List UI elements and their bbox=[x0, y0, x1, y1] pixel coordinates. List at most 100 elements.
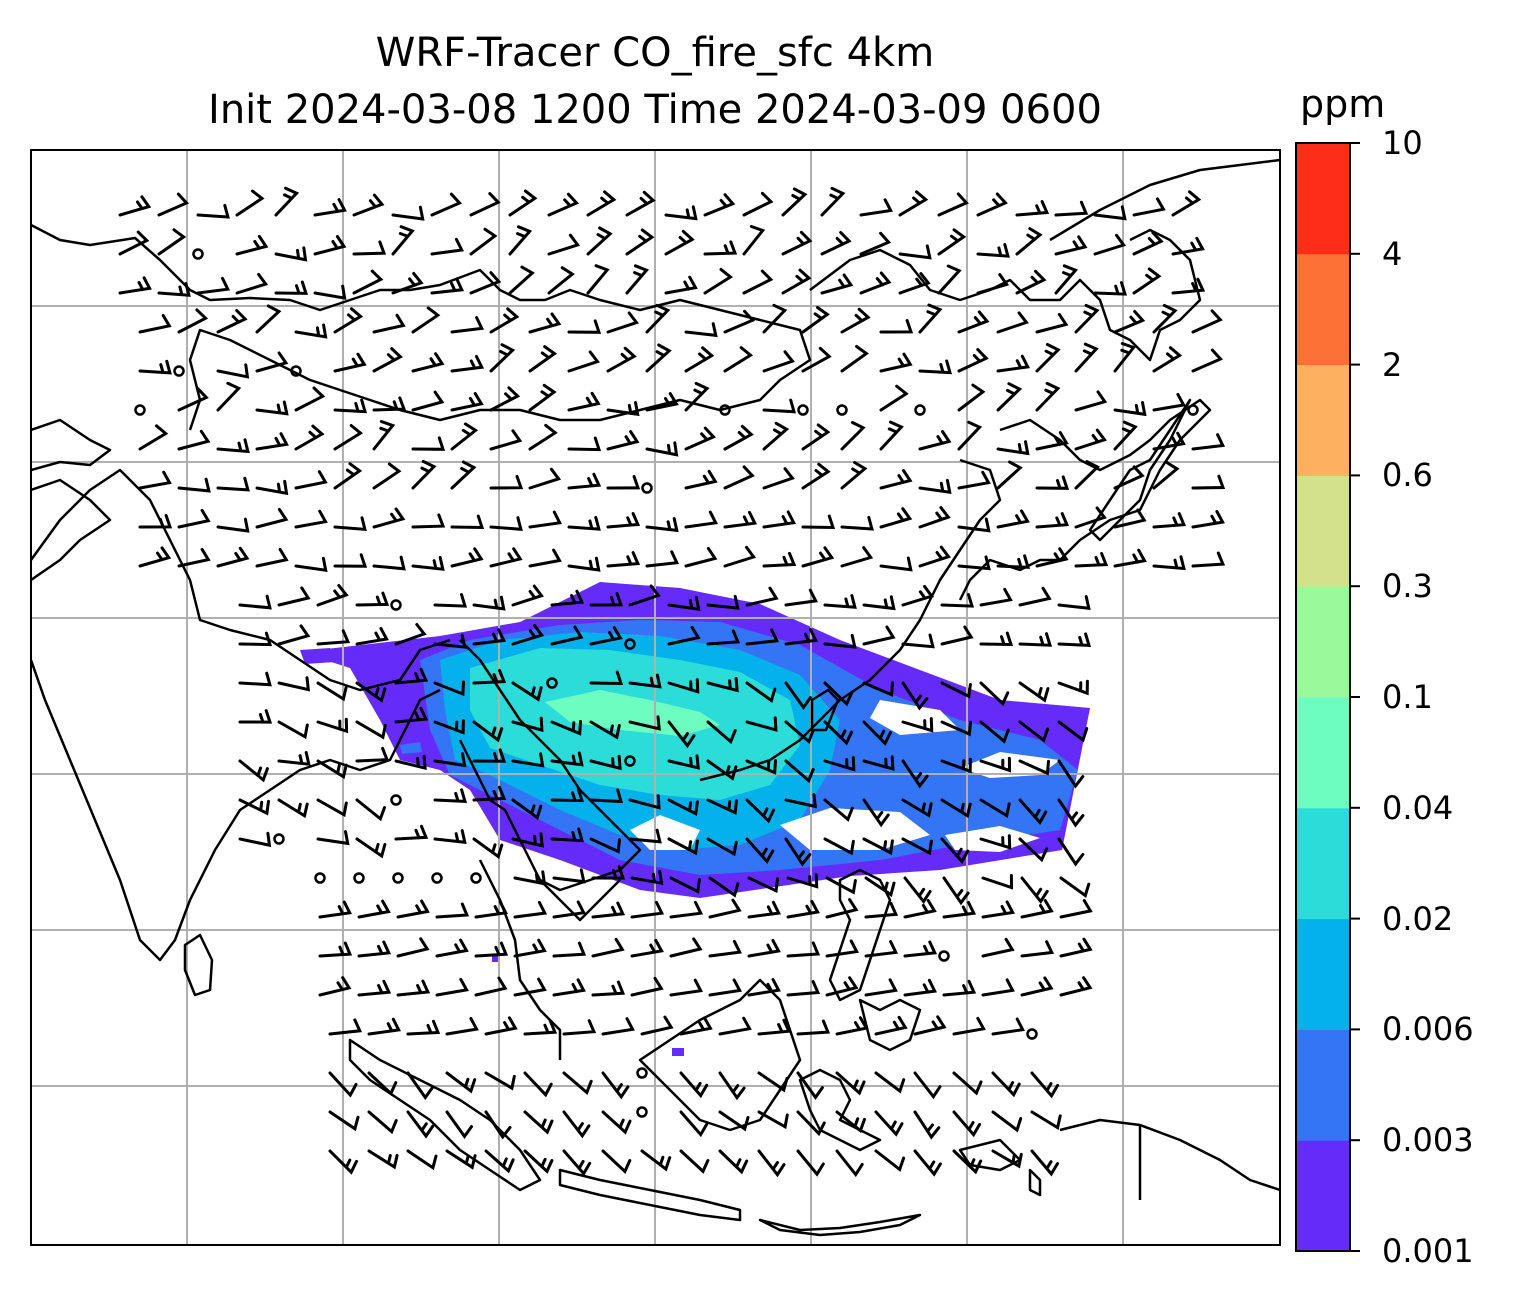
calm-marker bbox=[624, 638, 636, 650]
wind-barb bbox=[1054, 264, 1079, 295]
wind-barb bbox=[552, 978, 586, 997]
colorbar-tick-label: 0.3 bbox=[1382, 567, 1433, 606]
calm-marker bbox=[314, 872, 326, 884]
borneo bbox=[638, 978, 802, 1132]
wind-barb bbox=[177, 429, 211, 451]
wind-barb bbox=[1057, 798, 1085, 828]
wind-barb bbox=[1152, 303, 1178, 334]
wind-barb bbox=[979, 587, 1013, 607]
wind-barb bbox=[394, 667, 429, 685]
wind-barb bbox=[562, 1019, 597, 1036]
wind-barb bbox=[1074, 460, 1101, 490]
wind-barb bbox=[1191, 348, 1224, 373]
wind-barb bbox=[708, 876, 740, 898]
wind-barb bbox=[706, 759, 738, 781]
wind-barb bbox=[508, 189, 538, 217]
wind-barb bbox=[316, 717, 349, 734]
wind-barb bbox=[862, 798, 890, 828]
wind-barb bbox=[723, 424, 754, 451]
wind-barb bbox=[1018, 837, 1049, 863]
wind-barb bbox=[862, 720, 892, 746]
wind-barb bbox=[433, 788, 468, 803]
calm-marker bbox=[641, 482, 653, 494]
wind-barb bbox=[433, 680, 465, 697]
wind-barb bbox=[957, 470, 991, 490]
wind-barb bbox=[835, 1149, 864, 1178]
wind-barb bbox=[840, 515, 874, 531]
wind-barb bbox=[1191, 510, 1225, 529]
wind-barb bbox=[703, 240, 738, 256]
wind-barb bbox=[801, 346, 832, 373]
wind-barb bbox=[1057, 759, 1085, 789]
wind-barb bbox=[1035, 312, 1069, 334]
wind-barbs bbox=[118, 186, 1226, 1178]
wind-barb bbox=[433, 829, 467, 845]
wind-barb bbox=[1191, 309, 1223, 334]
wind-barb bbox=[976, 273, 1010, 295]
wind-barb bbox=[606, 512, 641, 529]
wind-barb bbox=[294, 323, 328, 339]
wind-barb bbox=[879, 420, 904, 451]
wind-barb bbox=[450, 547, 484, 568]
wind-barb bbox=[1059, 976, 1093, 997]
wind-barb bbox=[823, 594, 857, 609]
wind-barb bbox=[879, 556, 913, 572]
wind-barb bbox=[391, 225, 415, 256]
wind-barb bbox=[177, 387, 209, 412]
wind-barb bbox=[411, 556, 445, 571]
colorbar-tick-label: 0.04 bbox=[1382, 788, 1454, 827]
wind-barb bbox=[718, 1071, 746, 1101]
wind-barb bbox=[567, 436, 602, 452]
wind-barb bbox=[942, 979, 977, 997]
calm-marker bbox=[938, 950, 950, 962]
wind-barb bbox=[586, 190, 617, 217]
wind-barb bbox=[630, 976, 664, 997]
wind-barb bbox=[1093, 233, 1127, 256]
wind-barb bbox=[433, 593, 468, 608]
wind-barb bbox=[823, 756, 856, 772]
wind-barb bbox=[469, 227, 498, 256]
calm-marker bbox=[914, 404, 926, 416]
wind-barb bbox=[118, 276, 152, 295]
wind-barb bbox=[528, 423, 558, 451]
wind-barb bbox=[762, 551, 797, 568]
wind-barb bbox=[703, 267, 733, 295]
wind-barb bbox=[550, 720, 582, 736]
wind-barb bbox=[879, 469, 913, 490]
wind-barb bbox=[1152, 346, 1183, 373]
wind-barb bbox=[645, 303, 671, 334]
colorbar-tick-label: 4 bbox=[1382, 234, 1403, 273]
wind-barb bbox=[979, 681, 1010, 707]
calm-marker bbox=[392, 872, 404, 884]
chart-subtitle: Init 2024-03-08 1200 Time 2024-03-09 060… bbox=[208, 87, 1102, 133]
colorbar-swatch bbox=[1296, 1140, 1350, 1252]
wind-barb bbox=[864, 876, 896, 898]
wind-barb bbox=[669, 876, 701, 894]
wind-barb bbox=[238, 631, 273, 647]
wind-barb bbox=[628, 828, 662, 844]
wind-barb bbox=[445, 1149, 477, 1170]
wind-barb bbox=[157, 228, 187, 256]
wind-barb bbox=[1020, 940, 1055, 958]
wind-barb bbox=[874, 1015, 908, 1036]
wind-barb bbox=[823, 798, 854, 822]
wind-barb bbox=[996, 440, 1030, 456]
wind-barb bbox=[606, 551, 641, 568]
wind-barb bbox=[706, 676, 739, 693]
wind-barb bbox=[255, 432, 289, 451]
wind-barb bbox=[979, 834, 1012, 850]
wind-barb bbox=[367, 1017, 401, 1036]
wind-barb bbox=[667, 754, 700, 770]
wind-barb bbox=[474, 941, 509, 958]
wind-barb bbox=[640, 1015, 674, 1036]
wind-barb bbox=[177, 547, 211, 568]
calm-marker bbox=[134, 404, 146, 416]
wind-barb bbox=[138, 514, 173, 529]
wind-barb bbox=[781, 187, 808, 217]
wind-barb bbox=[474, 976, 508, 997]
wind-barb bbox=[562, 1110, 591, 1139]
wind-barb bbox=[367, 1149, 399, 1170]
wind-barb bbox=[762, 350, 795, 373]
wind-barb bbox=[757, 1110, 789, 1130]
wind-barb bbox=[352, 193, 385, 217]
